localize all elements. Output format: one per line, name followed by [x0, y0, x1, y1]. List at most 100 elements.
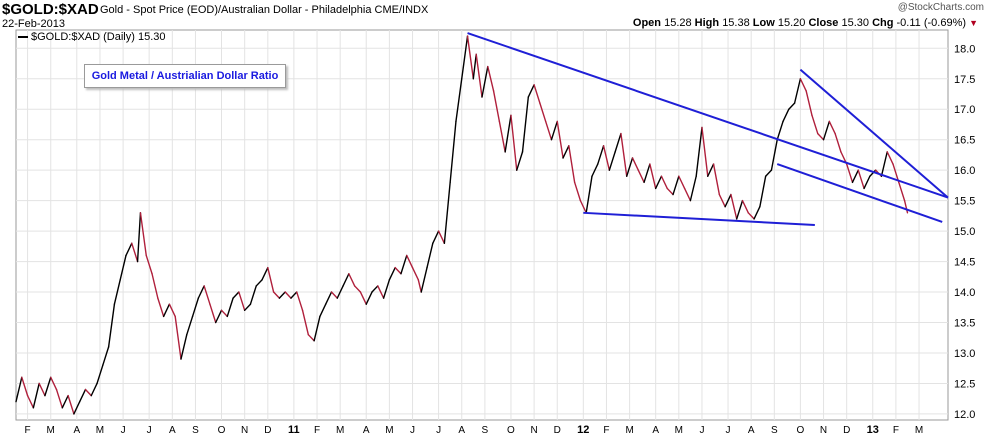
- price-segment: [78, 388, 87, 403]
- symbol-description: Gold - Spot Price (EOD)/Australian Dolla…: [100, 4, 428, 16]
- price-segment: [510, 114, 518, 171]
- ohlc-readout: Open 15.28 High 15.38 Low 15.20 Close 15…: [633, 17, 978, 29]
- price-segment: [672, 175, 680, 196]
- price-segment: [151, 273, 159, 299]
- price-segment: [261, 266, 269, 281]
- x-tick-label: F: [603, 425, 609, 436]
- price-segment: [203, 285, 211, 305]
- price-segment: [631, 157, 639, 171]
- price-segment: [579, 199, 587, 214]
- price-segment: [174, 315, 182, 360]
- y-tick-label: 15.0: [954, 226, 975, 238]
- price-segment: [764, 169, 773, 177]
- price-segment: [278, 291, 286, 299]
- x-tick-label: M: [47, 425, 55, 436]
- chg-value: -0.11 (-0.69%): [896, 17, 967, 29]
- description-text: Gold - Spot Price (EOD)/Australian Dolla…: [100, 4, 372, 16]
- price-segment: [131, 242, 139, 263]
- price-segment: [753, 206, 761, 220]
- price-segment: [620, 132, 628, 177]
- y-tick-label: 17.5: [954, 74, 975, 86]
- x-tick-label: O: [218, 425, 226, 436]
- chart-date: 22-Feb-2013: [2, 18, 65, 30]
- y-tick-label: 15.5: [954, 196, 975, 208]
- price-segment: [296, 291, 304, 312]
- price-segment: [417, 279, 422, 293]
- x-tick-label: S: [482, 425, 489, 436]
- price-segment: [544, 120, 553, 141]
- x-tick-label: J: [121, 425, 126, 436]
- y-tick-label: 13.0: [954, 348, 975, 360]
- x-tick-label: 11: [288, 424, 300, 436]
- price-segment: [683, 187, 692, 202]
- x-tick-label: D: [843, 425, 850, 436]
- x-tick-label: N: [530, 425, 537, 436]
- price-segment: [689, 175, 697, 202]
- price-segment: [67, 394, 75, 415]
- price-segment: [420, 266, 428, 293]
- price-segment: [359, 291, 367, 305]
- price-segment: [90, 382, 98, 397]
- price-segment: [215, 309, 223, 324]
- close-value: 15.30: [841, 17, 869, 29]
- x-tick-label: M: [675, 425, 683, 436]
- price-segment: [44, 376, 52, 397]
- x-tick-label: M: [625, 425, 633, 436]
- price-segment: [330, 291, 338, 299]
- x-tick-label: J: [436, 425, 441, 436]
- price-segment: [747, 212, 755, 220]
- price-segment: [811, 114, 819, 135]
- price-segment: [472, 53, 477, 80]
- price-segment: [521, 96, 530, 153]
- y-tick-label: 12.5: [954, 378, 975, 390]
- chg-label: Chg: [872, 17, 894, 29]
- y-tick-label: 16.0: [954, 165, 975, 177]
- price-segment: [660, 175, 668, 190]
- legend-swatch: [18, 36, 28, 39]
- price-segment: [145, 254, 153, 275]
- price-segment: [61, 394, 69, 409]
- price-segment: [782, 108, 790, 123]
- price-segment: [903, 199, 909, 214]
- price-segment: [741, 199, 749, 214]
- price-segment: [348, 273, 356, 287]
- price-segment: [32, 382, 40, 409]
- x-tick-label: M: [336, 425, 344, 436]
- price-segment: [834, 132, 842, 153]
- price-segment: [516, 151, 524, 171]
- price-segment: [487, 65, 495, 92]
- y-tick-label: 14.0: [954, 287, 975, 299]
- price-segment: [869, 169, 877, 177]
- price-segment: [573, 181, 582, 202]
- price-segment: [197, 285, 205, 299]
- price-segment: [504, 114, 512, 153]
- x-tick-label: M: [96, 425, 104, 436]
- x-tick-label: A: [73, 425, 80, 436]
- price-segment: [21, 376, 29, 397]
- price-segment: [232, 291, 240, 299]
- exchange-label: CME/INDX: [374, 4, 429, 16]
- price-segment: [637, 169, 645, 184]
- close-label: Close: [808, 17, 839, 29]
- x-tick-label: J: [699, 425, 704, 436]
- price-segment: [880, 151, 888, 177]
- price-segment: [455, 78, 463, 123]
- price-segment: [394, 266, 402, 275]
- y-tick-label: 14.5: [954, 257, 975, 269]
- price-segment: [533, 84, 541, 104]
- price-segment: [437, 230, 446, 244]
- x-tick-label: D: [264, 425, 271, 436]
- x-tick-label: N: [241, 425, 248, 436]
- price-segment: [325, 291, 333, 305]
- x-tick-label: A: [458, 425, 465, 436]
- x-tick-label: M: [915, 425, 923, 436]
- x-tick-label: F: [25, 425, 31, 436]
- price-segment: [556, 120, 564, 159]
- price-segment: [284, 291, 292, 299]
- y-tick-label: 17.0: [954, 104, 975, 116]
- price-segment: [191, 297, 200, 318]
- price-segment: [550, 120, 558, 141]
- price-segment: [851, 169, 859, 184]
- price-segment: [249, 285, 257, 305]
